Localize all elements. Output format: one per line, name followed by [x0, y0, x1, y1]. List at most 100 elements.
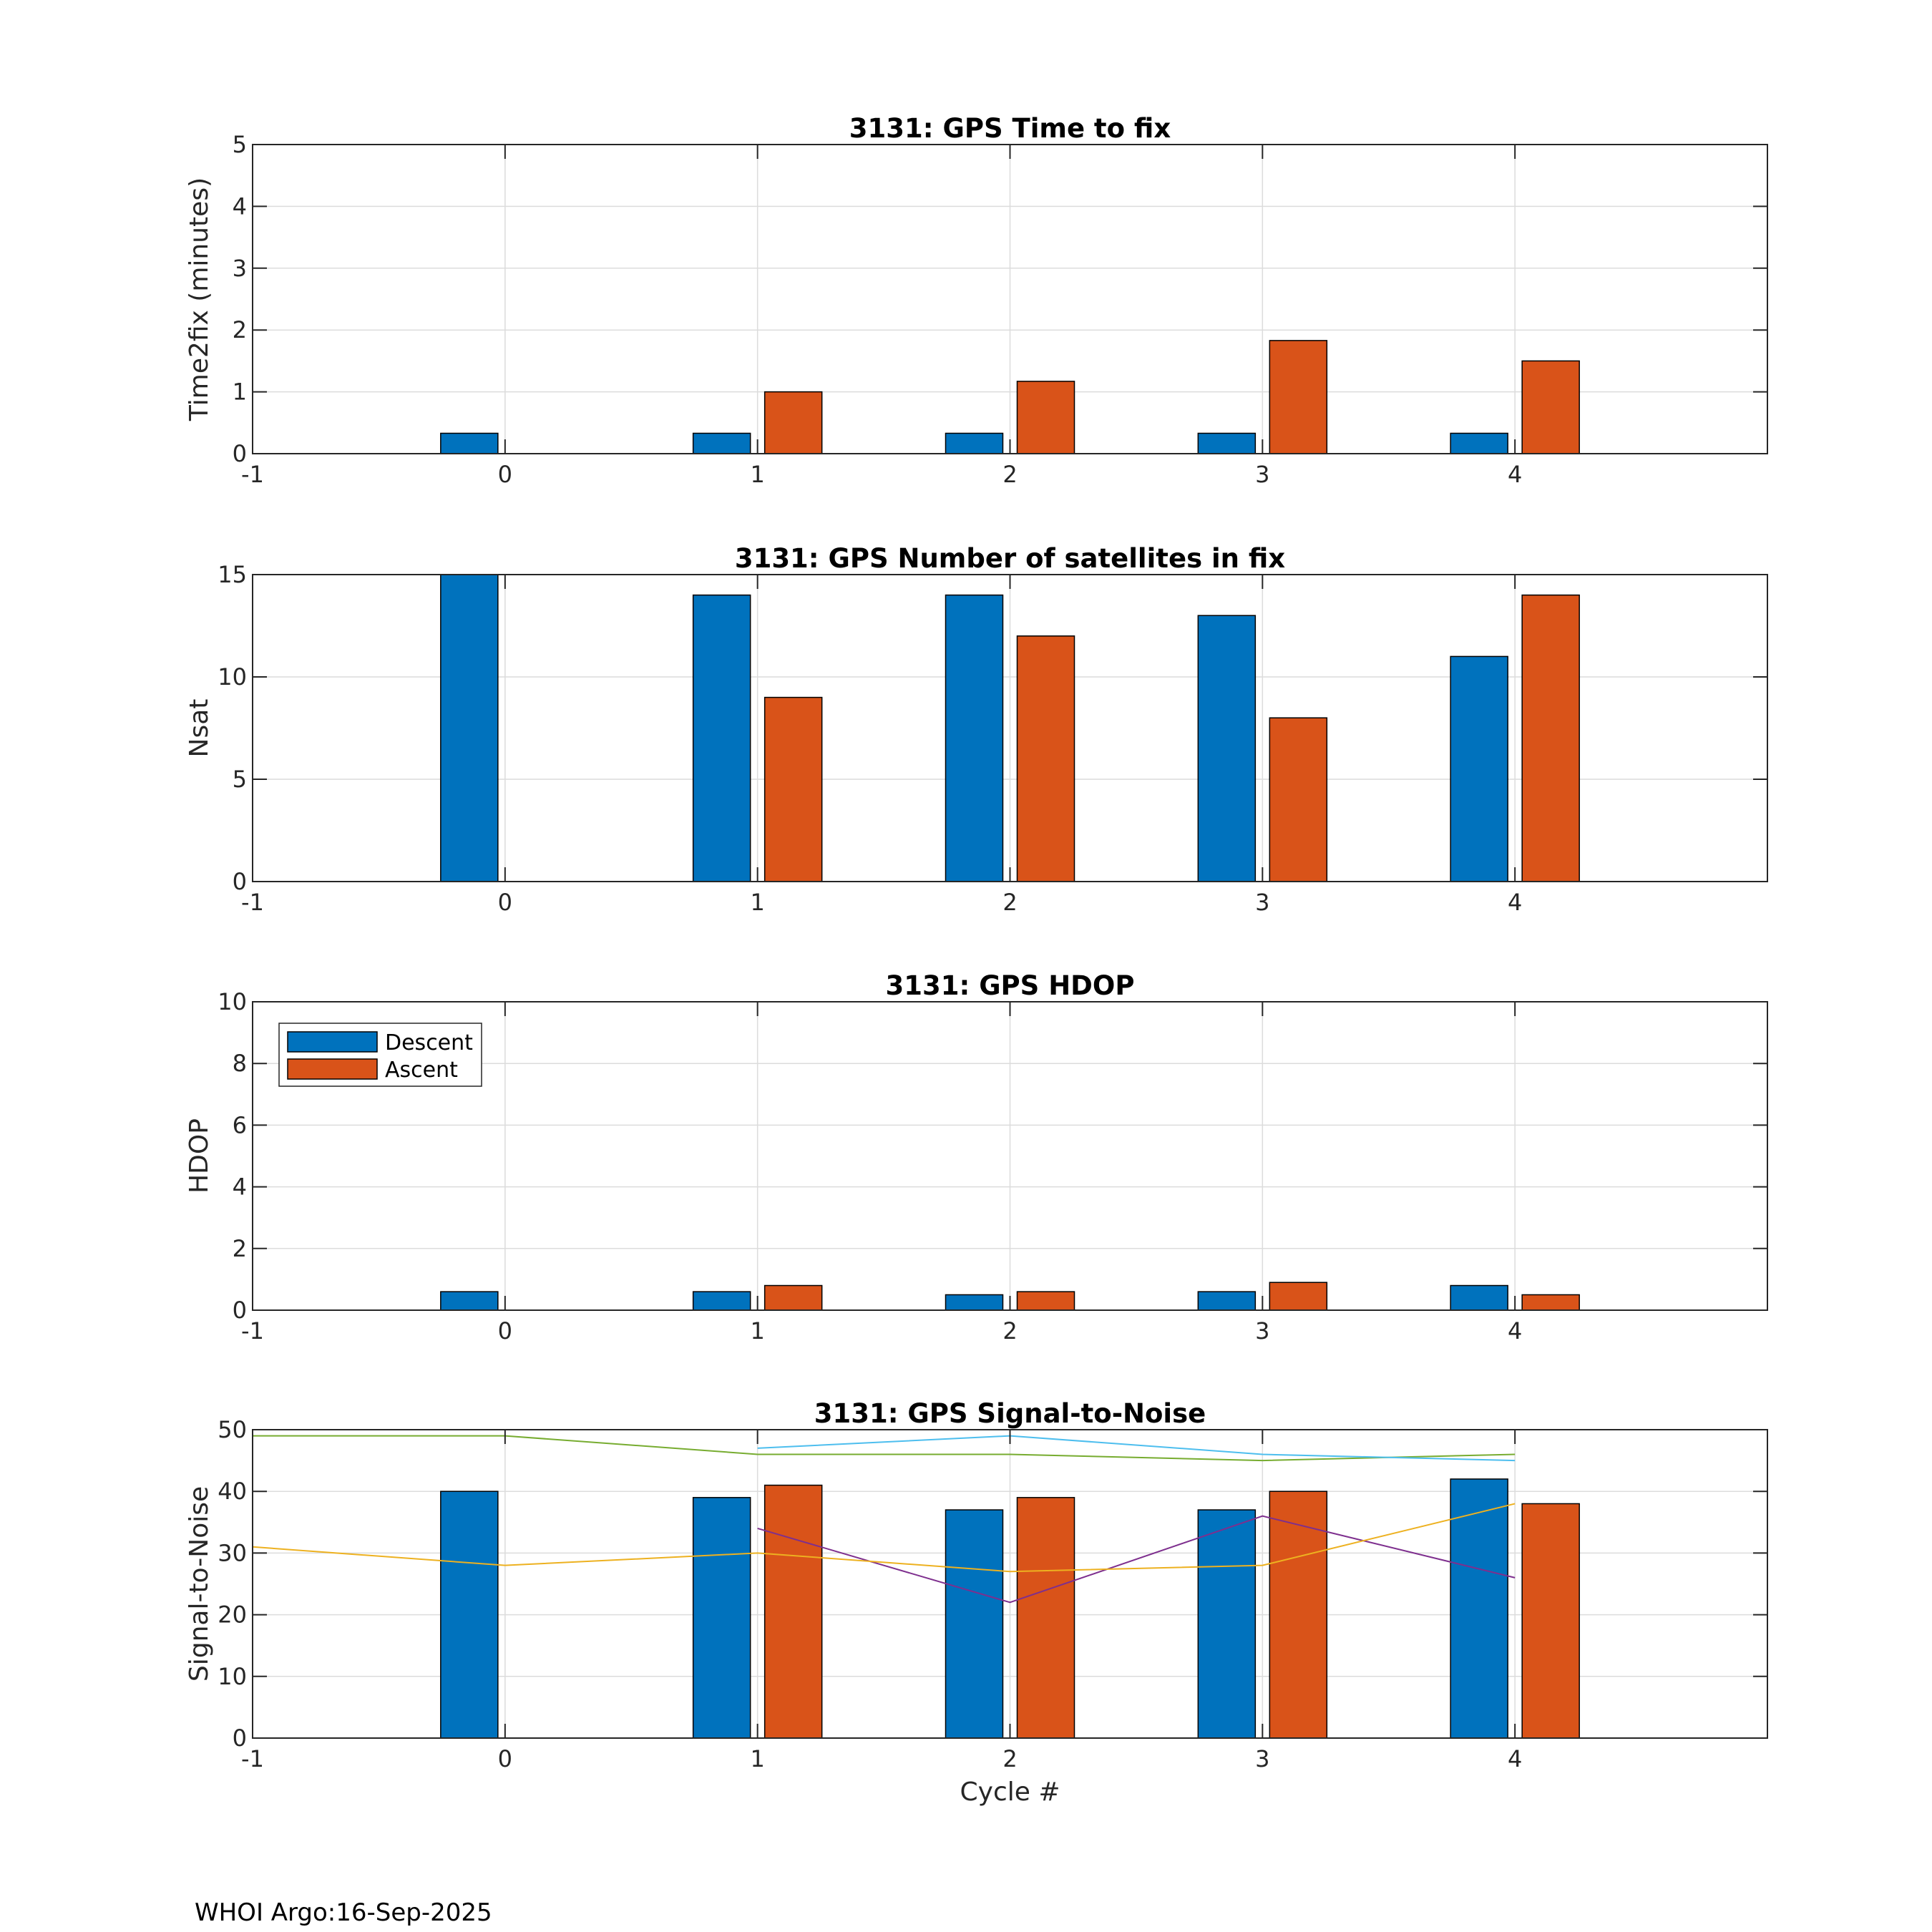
bar-ascent-cycle-4	[1521, 594, 1580, 882]
y-tick-label: 10	[218, 1663, 247, 1690]
bar-descent-cycle-3	[1197, 1291, 1257, 1311]
bar-ascent-cycle-2	[1016, 635, 1075, 882]
bar-descent-cycle-2	[945, 432, 1004, 454]
legend-swatch-ascent	[287, 1058, 378, 1080]
x-tick-label: 0	[498, 461, 512, 488]
y-tick-label: 15	[218, 561, 247, 588]
x-tick-label: 2	[1002, 1745, 1017, 1772]
bar-descent-cycle-0	[440, 1491, 499, 1739]
y-axis-label: Nsat	[185, 699, 214, 758]
y-tick-label: 40	[218, 1478, 247, 1505]
y-tick-label: 0	[233, 868, 247, 895]
x-tick-label: 4	[1508, 889, 1522, 916]
legend-swatch-descent	[287, 1031, 378, 1053]
bar-ascent-cycle-4	[1521, 1503, 1580, 1739]
y-tick-label: 50	[218, 1416, 247, 1443]
x-tick-label: 3	[1255, 889, 1269, 916]
bar-descent-cycle-1	[692, 432, 751, 454]
bar-ascent-cycle-1	[763, 1484, 823, 1739]
bar-series-descent	[440, 574, 1508, 882]
bar-descent-cycle-3	[1197, 1509, 1257, 1739]
bar-ascent-cycle-1	[763, 1284, 823, 1311]
y-tick-label: 2	[233, 1235, 247, 1262]
bar-descent-cycle-1	[692, 1291, 751, 1311]
y-tick-label: 4	[233, 192, 247, 220]
x-tick-label: 3	[1255, 1317, 1269, 1345]
x-tick-label: 2	[1002, 461, 1017, 488]
bar-descent-cycle-4	[1450, 432, 1508, 454]
x-tick-label: 2	[1002, 1317, 1017, 1345]
bar-descent-cycle-0	[440, 432, 499, 454]
y-tick-label: 4	[233, 1174, 247, 1201]
chart-title: 3131: GPS HDOP	[886, 970, 1135, 1001]
snr-line-4	[252, 1503, 1516, 1573]
bar-ascent-cycle-1	[763, 391, 823, 454]
bar-descent-cycle-3	[1197, 615, 1257, 882]
bar-ascent-cycle-2	[1016, 1497, 1075, 1739]
bar-ascent-cycle-1	[763, 696, 823, 882]
x-tick-label: 0	[498, 1317, 512, 1345]
x-tick-label: 1	[750, 1745, 764, 1772]
x-tick-label: -1	[241, 889, 264, 916]
y-tick-label: 10	[218, 988, 247, 1015]
bar-descent-cycle-2	[945, 1294, 1004, 1311]
x-axis-label: Cycle #	[960, 1777, 1060, 1807]
x-tick-label: 3	[1255, 461, 1269, 488]
y-tick-label: 8	[233, 1050, 247, 1077]
y-tick-label: 5	[233, 131, 247, 158]
x-tick-label: -1	[241, 461, 264, 488]
bar-descent-cycle-1	[692, 1497, 751, 1739]
y-tick-label: 6	[233, 1111, 247, 1138]
x-tick-label: 4	[1508, 1745, 1522, 1772]
bar-series-ascent	[763, 1484, 1580, 1739]
x-tick-label: -1	[241, 1317, 264, 1345]
bar-series-descent	[440, 432, 1508, 454]
x-tick-label: 4	[1508, 1317, 1522, 1345]
y-tick-label: 10	[218, 663, 247, 691]
y-tick-label: 30	[218, 1539, 247, 1566]
bar-ascent-cycle-3	[1269, 340, 1328, 454]
y-axis-label: HDOP	[185, 1118, 214, 1194]
bar-descent-cycle-1	[692, 594, 751, 882]
footer-text: WHOI Argo:16-Sep-2025	[195, 1898, 492, 1927]
y-tick-label: 20	[218, 1601, 247, 1629]
chart-title: 3131: GPS Number of satellites in fix	[735, 543, 1285, 574]
bar-ascent-cycle-2	[1016, 381, 1075, 454]
bar-series-ascent	[763, 1282, 1580, 1311]
x-tick-label: 1	[750, 889, 764, 916]
bar-ascent-cycle-3	[1269, 1282, 1328, 1311]
bar-descent-cycle-0	[440, 1291, 499, 1311]
snr-line-3	[757, 1515, 1516, 1604]
x-tick-label: 4	[1508, 461, 1522, 488]
x-tick-label: 3	[1255, 1745, 1269, 1772]
y-tick-label: 2	[233, 316, 247, 343]
legend-label-ascent: Ascent	[385, 1058, 458, 1083]
bar-series-ascent	[763, 594, 1580, 882]
y-axis-label: Time2fix (minutes)	[185, 177, 214, 421]
bar-ascent-cycle-3	[1269, 1491, 1328, 1739]
snr-line-1	[253, 1435, 1516, 1462]
bar-descent-cycle-2	[945, 594, 1004, 882]
bar-ascent-cycle-4	[1521, 1294, 1580, 1311]
y-tick-label: 0	[233, 1297, 247, 1324]
bar-descent-cycle-4	[1450, 655, 1508, 882]
bar-descent-cycle-3	[1197, 432, 1257, 454]
bar-series-descent	[440, 1478, 1508, 1739]
chart-title: 3131: GPS Time to fix	[849, 113, 1171, 144]
y-tick-label: 1	[233, 379, 247, 406]
legend: Descent Ascent	[278, 1023, 482, 1087]
bar-ascent-cycle-3	[1269, 717, 1328, 882]
snr-line-2	[757, 1435, 1516, 1462]
bar-descent-cycle-0	[440, 574, 499, 882]
y-tick-label: 5	[233, 766, 247, 793]
legend-label-descent: Descent	[385, 1030, 473, 1055]
bar-descent-cycle-4	[1450, 1284, 1508, 1311]
chart-title: 3131: GPS Signal-to-Noise	[814, 1398, 1206, 1429]
bar-descent-cycle-4	[1450, 1478, 1508, 1739]
x-tick-label: 1	[750, 1317, 764, 1345]
